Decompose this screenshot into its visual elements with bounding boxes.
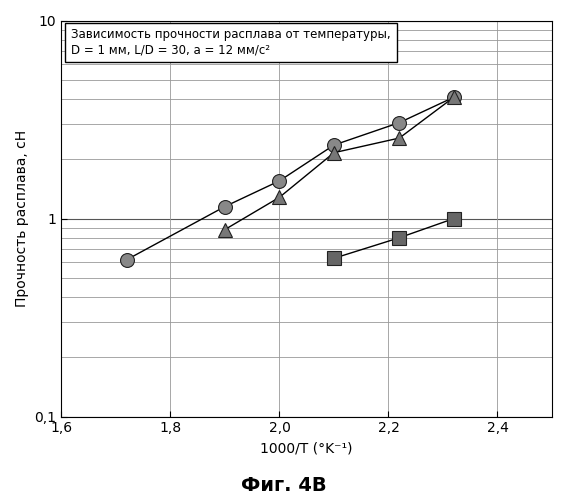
- X-axis label: 1000/T (°K⁻¹): 1000/T (°K⁻¹): [260, 441, 353, 455]
- Text: Зависимость прочности расплава от температуры,
D = 1 мм, L/D = 30, а = 12 мм/с²: Зависимость прочности расплава от темпер…: [71, 28, 391, 56]
- Y-axis label: Прочность расплава, сН: Прочность расплава, сН: [15, 130, 29, 307]
- Text: Фиг. 4B: Фиг. 4B: [240, 476, 327, 495]
